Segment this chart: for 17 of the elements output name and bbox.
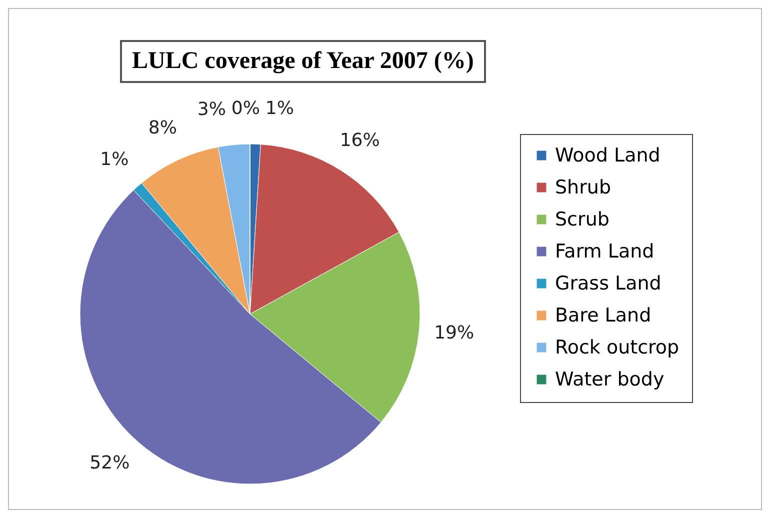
- legend-label: Scrub: [555, 208, 610, 230]
- data-label: 16%: [340, 130, 380, 151]
- data-label: 1%: [100, 149, 129, 170]
- chart-title: LULC coverage of Year 2007 (%): [120, 40, 486, 83]
- legend-label: Bare Land: [555, 304, 652, 326]
- legend-label: Farm Land: [555, 240, 654, 262]
- text: 0%: [231, 98, 260, 119]
- legend-label: Water body: [555, 368, 664, 390]
- legend-label: Shrub: [555, 176, 612, 198]
- data-label: 1%: [265, 98, 294, 120]
- data-label: 19%: [434, 322, 474, 344]
- legend-label: Grass Land: [555, 272, 662, 294]
- data-label: 3%: [197, 98, 226, 120]
- data-label: 8%: [148, 118, 177, 139]
- data-label: 52%: [90, 452, 130, 474]
- legend-label: Wood Land: [555, 144, 660, 166]
- legend-label: Rock outcrop: [555, 336, 680, 358]
